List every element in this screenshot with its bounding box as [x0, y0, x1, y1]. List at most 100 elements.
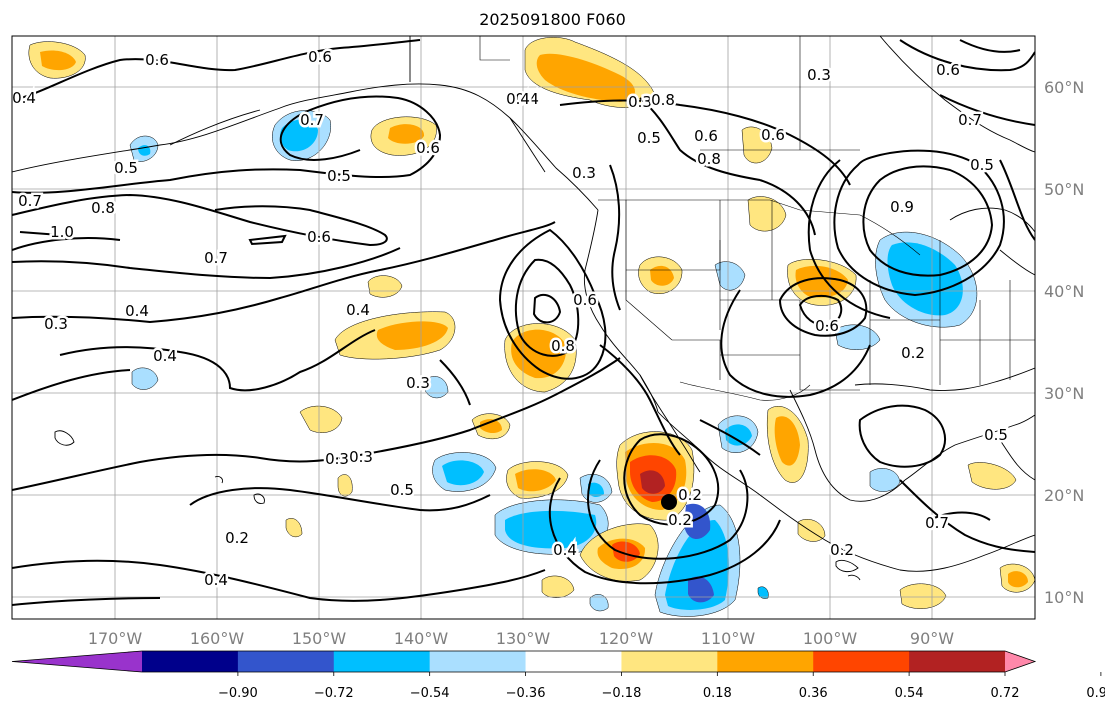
contour-label-halo: 0.6: [307, 228, 331, 246]
contour-label-halo: 0.5: [114, 159, 138, 177]
contour-label-halo: 0.9: [890, 198, 914, 216]
contour-label-halo: 0.6: [573, 291, 597, 309]
colorbar-bin: [909, 651, 1006, 672]
colorbar-bin: [333, 651, 431, 672]
contour-label: 0.2: [901, 344, 925, 362]
contour-label: 0.4: [515, 90, 539, 108]
longitude-tick-labels: 170°W 160°W 150°W 140°W 130°W 120°W 110°W 100°W…: [88, 629, 954, 648]
lon-tick-label: 120°W: [599, 629, 654, 648]
contour-label-halo: 1.0: [50, 223, 74, 241]
contour-label: 0.3: [349, 448, 373, 466]
lon-tick-label: 100°W: [803, 629, 858, 648]
contour-label-halo: 0.4: [204, 571, 228, 589]
contour-label-halo: 0.5: [970, 156, 994, 174]
contour-label-halo: 0.8: [91, 199, 115, 217]
contour-label: 0.8: [651, 91, 675, 109]
contour-label: 0.6: [416, 139, 440, 157]
colorbar-bin: [621, 651, 718, 672]
contour-label: 0.6: [936, 61, 960, 79]
contour-label: 0.6: [815, 317, 839, 335]
contour-label-halo: 0.6: [694, 127, 718, 145]
contour-label: 0.4: [553, 541, 577, 559]
map-frame: [11, 35, 1036, 620]
map-title: 2025091800 F060: [479, 10, 626, 29]
colorbar-outline: [11, 650, 1037, 673]
contour-label: 0.7: [925, 514, 949, 532]
contour-label-halo: 0.4: [12, 89, 36, 107]
contour-label-halo: 0.4: [553, 541, 577, 559]
contour-label: 0.2: [225, 529, 249, 547]
colorbar-tick-label: 0.18: [703, 686, 732, 701]
shaded-regions: [28, 37, 1035, 617]
contour-label: 0.5: [114, 159, 138, 177]
lat-tick-label: 40°N: [1044, 282, 1084, 301]
contour-label-halo: 0.6: [815, 317, 839, 335]
contour-label-halo: 0.7: [958, 111, 982, 129]
colorbar-bin: [717, 651, 814, 672]
lon-tick-label: 130°W: [496, 629, 551, 648]
contour-label: 0.3: [325, 450, 349, 468]
contour-label: 1.0: [50, 223, 74, 241]
contour-label-halo: 0.3: [44, 315, 68, 333]
contour-label: 0.3: [44, 315, 68, 333]
contour-label-halo: 0.4: [153, 347, 177, 365]
contour-label-halo: 0.3: [572, 164, 596, 182]
lat-tick-label: 60°N: [1044, 78, 1084, 97]
contours: [12, 39, 1035, 606]
contour-label: 0.6: [761, 126, 785, 144]
contour-label: 0.2: [668, 511, 692, 529]
contour-label-halo: 0.3: [349, 448, 373, 466]
colorbar-tick-label: 0.54: [895, 686, 924, 701]
contour-label: 0.4: [12, 89, 36, 107]
contour-labels: 0.6 0.6 0.6 0.6 0.4 0.4 0.4 0.4 0.7 0.7 0.5 0.5 0.6 0…: [12, 46, 1010, 592]
lon-tick-label: 170°W: [88, 629, 143, 648]
contour-label-halo: 0.5: [390, 481, 414, 499]
contour-label-halo: 0.3: [628, 93, 652, 111]
contour-label-halo: 0.6: [761, 126, 785, 144]
lat-tick-label: 10°N: [1044, 588, 1084, 607]
contour-label-halo: 0.3: [406, 374, 430, 392]
colorbar-tick-label: 0.72: [991, 686, 1020, 701]
contour-label: 0.2: [678, 486, 702, 504]
contour-label: 0.6: [145, 51, 169, 69]
contour-label: 0.7: [204, 249, 228, 267]
contour-label-halo: 0.3: [325, 450, 349, 468]
contour-label: 0.7: [18, 192, 42, 210]
contour-label: 0.3: [406, 374, 430, 392]
contour-label: 0.3: [628, 93, 652, 111]
contour-label: 0.4: [204, 571, 228, 589]
colorbar-tick-label: 0.90: [1086, 686, 1105, 701]
contour-label-halo: 0.2: [901, 344, 925, 362]
contour-label: 0.5: [390, 481, 414, 499]
contour-label: 0.5: [984, 426, 1008, 444]
contour-label: 0.3: [572, 164, 596, 182]
storm-center-marker: [661, 494, 677, 510]
contour-label-halo: 0.6: [416, 139, 440, 157]
lat-tick-label: 30°N: [1044, 384, 1084, 403]
contour-label: 0.3: [807, 66, 831, 84]
lat-tick-label: 50°N: [1044, 180, 1084, 199]
lon-tick-label: 110°W: [701, 629, 756, 648]
graticule: [12, 36, 1035, 619]
colorbar-extend-low: [12, 651, 142, 672]
contour-label-halo: 0.2: [830, 541, 854, 559]
colorbar-bin: [237, 651, 335, 672]
contour-label: 0.4: [346, 301, 370, 319]
contour-label: 0.5: [637, 129, 661, 147]
colorbar-bin: [142, 651, 239, 672]
contour-label: 0.8: [91, 199, 115, 217]
lon-tick-label: 140°W: [394, 629, 449, 648]
colorbar-tick-label: −0.36: [506, 686, 546, 701]
contour-label-halo: 0.7: [300, 111, 324, 129]
contour-label: 0.7: [300, 111, 324, 129]
colorbar-tick-label: −0.18: [602, 686, 642, 701]
contour-label: 0.9: [890, 198, 914, 216]
contour-label-halo: 0.5: [984, 426, 1008, 444]
contour-label-halo: 0.4: [346, 301, 370, 319]
contour-label: 0.5: [327, 167, 351, 185]
colorbar-tick-label: −0.90: [218, 686, 258, 701]
colorbar: −0.90 −0.72 −0.54 −0.36 −0.18 0.18 0.36 0.54 0.7…: [11, 650, 1105, 701]
contour-label-halo: 0.3: [807, 66, 831, 84]
contour-label-halo: 0.4: [125, 302, 149, 320]
